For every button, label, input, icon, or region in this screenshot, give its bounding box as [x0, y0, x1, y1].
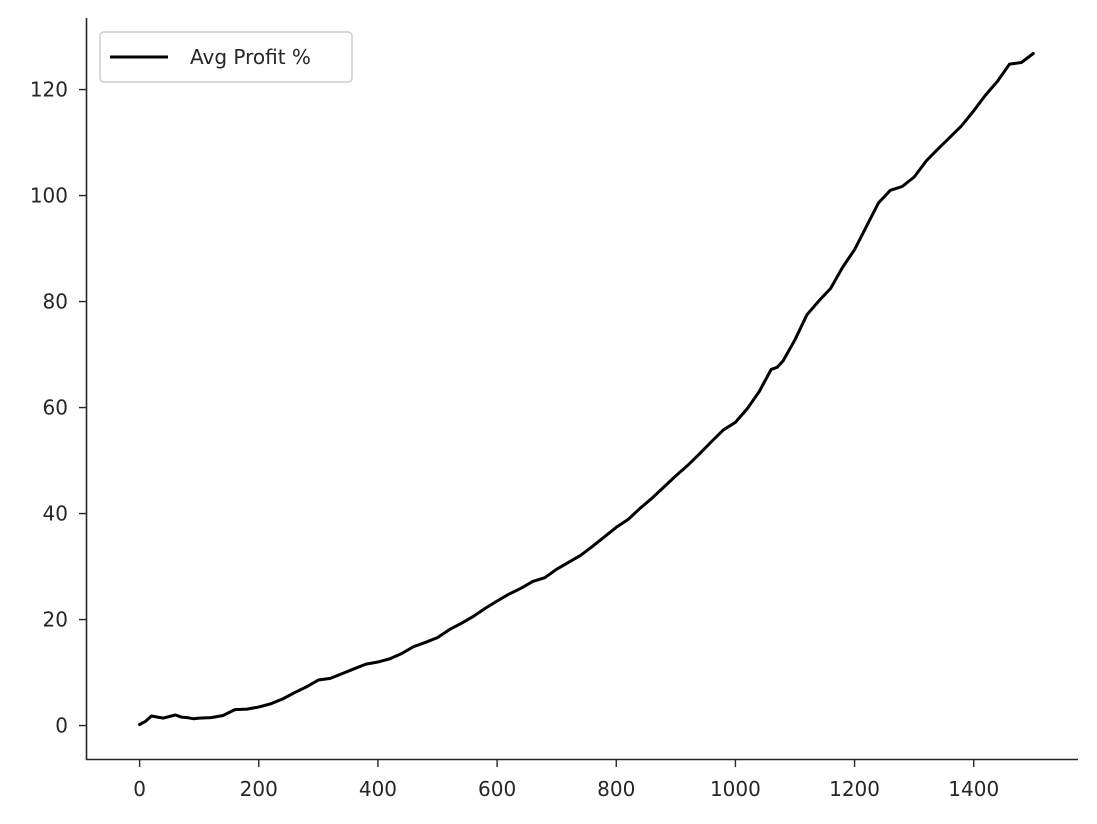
legend-label: Avg Profit %	[190, 45, 311, 69]
x-tick-label: 400	[359, 777, 397, 801]
y-tick-label: 60	[43, 396, 68, 420]
y-ticks: 0 20 40 60 80 100 120	[30, 78, 86, 738]
x-ticks: 0 200 400 600 800 1000 1200 1400	[133, 760, 999, 801]
y-tick-label: 40	[43, 502, 68, 526]
series-lines	[138, 52, 1035, 726]
legend: Avg Profit %	[99, 31, 353, 83]
y-tick-label: 20	[43, 608, 68, 632]
y-tick-label: 80	[43, 290, 68, 314]
axes	[85, 18, 1078, 761]
x-tick-label: 600	[478, 777, 516, 801]
x-tick-label: 200	[240, 777, 278, 801]
series-line-avg-profit	[138, 52, 1035, 726]
x-tick-label: 800	[597, 777, 635, 801]
y-tick-label: 100	[30, 184, 68, 208]
x-tick-label: 1200	[829, 777, 880, 801]
y-tick-label: 120	[30, 78, 68, 102]
legend-frame	[99, 31, 353, 83]
x-tick-label: 1400	[948, 777, 999, 801]
x-tick-label: 1000	[710, 777, 761, 801]
y-tick-label: 0	[55, 714, 68, 738]
x-tick-label: 0	[133, 777, 146, 801]
